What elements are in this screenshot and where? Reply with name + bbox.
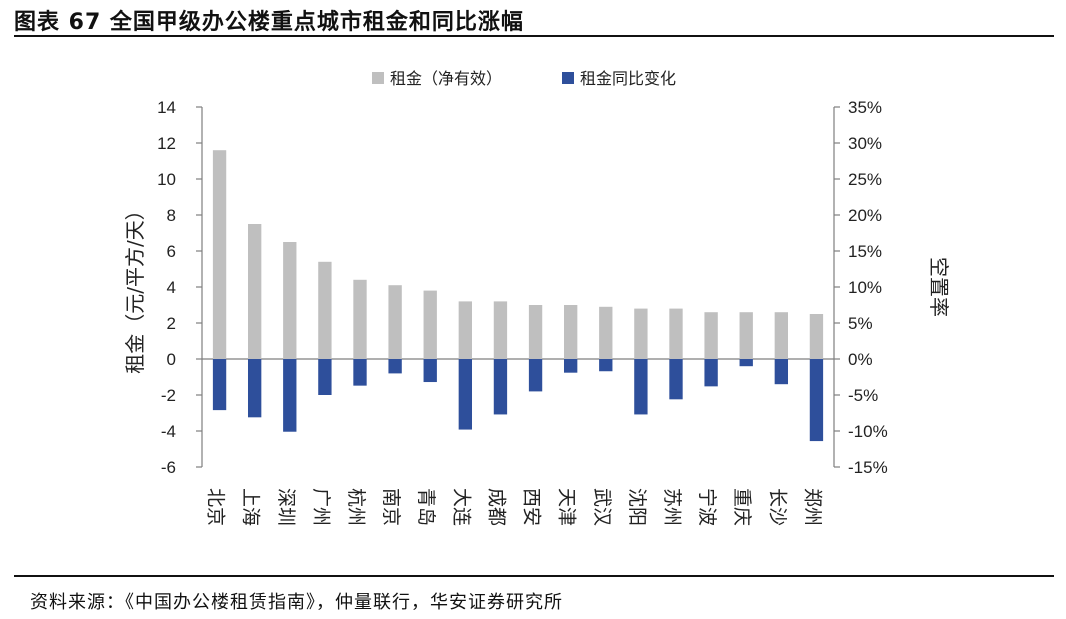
category-label: 西安 [521, 488, 543, 526]
category-label: 南京 [380, 488, 402, 526]
category-label: 深圳 [275, 488, 297, 526]
category-label: 宁波 [696, 488, 718, 526]
category-label: 天津 [556, 488, 578, 526]
yoy-bar [563, 359, 578, 373]
rent-bar [212, 150, 227, 359]
category-labels: 北京 上海 深圳 广州 杭州 南京 青岛 大连 成都 西安 天津 武汉 沈阳 苏州 宁波 重庆 长沙 郑州 [205, 488, 824, 526]
bottom-rule [14, 575, 1054, 577]
right-tick-label: 20% [848, 206, 882, 225]
top-rule [14, 35, 1054, 37]
category-label: 苏州 [661, 488, 683, 526]
rent-bar [283, 242, 297, 359]
category-label: 青岛 [415, 488, 437, 526]
source-note: 资料来源：《中国办公楼租赁指南》，仲量联行，华安证券研究所 [30, 592, 563, 613]
right-tick-label: -10% [848, 422, 888, 441]
rent-bar [247, 224, 262, 359]
category-label: 重庆 [731, 488, 753, 526]
rent-bar [774, 312, 789, 359]
yoy-bar [318, 359, 332, 395]
category-label: 上海 [240, 488, 262, 526]
yoy-bar [669, 359, 683, 400]
left-tick-label: 6 [167, 242, 176, 261]
category-label: 长沙 [766, 488, 788, 526]
rent-bar [318, 261, 332, 359]
category-label: 成都 [485, 488, 507, 526]
yoy-bar [212, 359, 227, 411]
left-tick-label: -6 [161, 458, 176, 477]
right-tick-label: 10% [848, 278, 882, 297]
yoy-bar [388, 359, 402, 374]
rent-bar [353, 279, 367, 359]
rent-bar [704, 312, 718, 359]
yoy-bar [739, 359, 753, 367]
left-tick-label: 0 [167, 350, 176, 369]
rent-bar [423, 290, 437, 359]
rent-bar [809, 314, 824, 359]
right-tick-label: 15% [848, 242, 882, 261]
yoy-bar [423, 359, 437, 383]
left-tick-label: 12 [157, 134, 176, 153]
left-tick-label: 4 [167, 278, 176, 297]
left-tick-label: 14 [157, 98, 176, 117]
rent-bar [458, 301, 473, 359]
right-tick-label: 35% [848, 98, 882, 117]
yoy-bar [809, 359, 824, 442]
left-tick-label: -2 [161, 386, 176, 405]
axes: 14 12 10 8 6 4 2 0 -2 -4 -6 35% 30% 25% 20% 15% 10% 5% 0% -… [157, 98, 888, 477]
right-axis-title: 空置率 [927, 257, 951, 317]
yoy-bar [774, 359, 789, 385]
rent-bar [599, 306, 613, 359]
yoy-bar [458, 359, 473, 430]
category-label: 武汉 [591, 488, 613, 526]
yoy-bar [493, 359, 508, 415]
yoy-bar [599, 359, 613, 372]
left-tick-label: -4 [161, 422, 176, 441]
rent-bar [669, 308, 683, 359]
rent-bar [634, 308, 648, 359]
right-tick-label: -15% [848, 458, 888, 477]
right-tick-label: 5% [848, 314, 873, 333]
left-axis-title: 租金（元/平方/天） [123, 200, 147, 373]
rent-chart: 租金（净有效） 租金同比变化 14 12 10 8 6 4 2 0 -2 -4 -6 35% 30% 25%… [123, 69, 951, 526]
right-tick-label: -5% [848, 386, 878, 405]
right-tick-label: 0% [848, 350, 873, 369]
rent-bar [388, 285, 402, 359]
bars [212, 150, 824, 442]
legend-label-yoy: 租金同比变化 [580, 69, 676, 88]
yoy-bar [353, 359, 367, 386]
yoy-bar [634, 359, 648, 415]
category-label: 大连 [450, 488, 472, 526]
left-tick-label: 10 [157, 170, 176, 189]
rent-bar [739, 312, 753, 359]
right-tick-label: 30% [848, 134, 882, 153]
right-tick-label: 25% [848, 170, 882, 189]
rent-bar [493, 301, 508, 359]
category-label: 北京 [205, 488, 227, 526]
yoy-bar [528, 359, 543, 392]
rent-bar [528, 305, 543, 359]
left-tick-label: 8 [167, 206, 176, 225]
rent-bar [563, 305, 578, 359]
legend-swatch-rent [372, 72, 384, 84]
category-label: 杭州 [345, 488, 367, 526]
legend: 租金（净有效） 租金同比变化 [372, 69, 676, 88]
yoy-bar [247, 359, 262, 418]
yoy-bar [704, 359, 718, 387]
figure-title: 图表 67 全国甲级办公楼重点城市租金和同比涨幅 [14, 10, 524, 35]
category-label: 沈阳 [626, 488, 648, 526]
category-label: 广州 [310, 488, 332, 526]
left-tick-label: 2 [167, 314, 176, 333]
legend-label-rent: 租金（净有效） [390, 69, 502, 88]
category-label: 郑州 [801, 488, 823, 526]
axis-titles: 租金（元/平方/天） 空置率 [123, 200, 951, 373]
legend-swatch-yoy [562, 72, 574, 84]
yoy-bar [283, 359, 297, 432]
